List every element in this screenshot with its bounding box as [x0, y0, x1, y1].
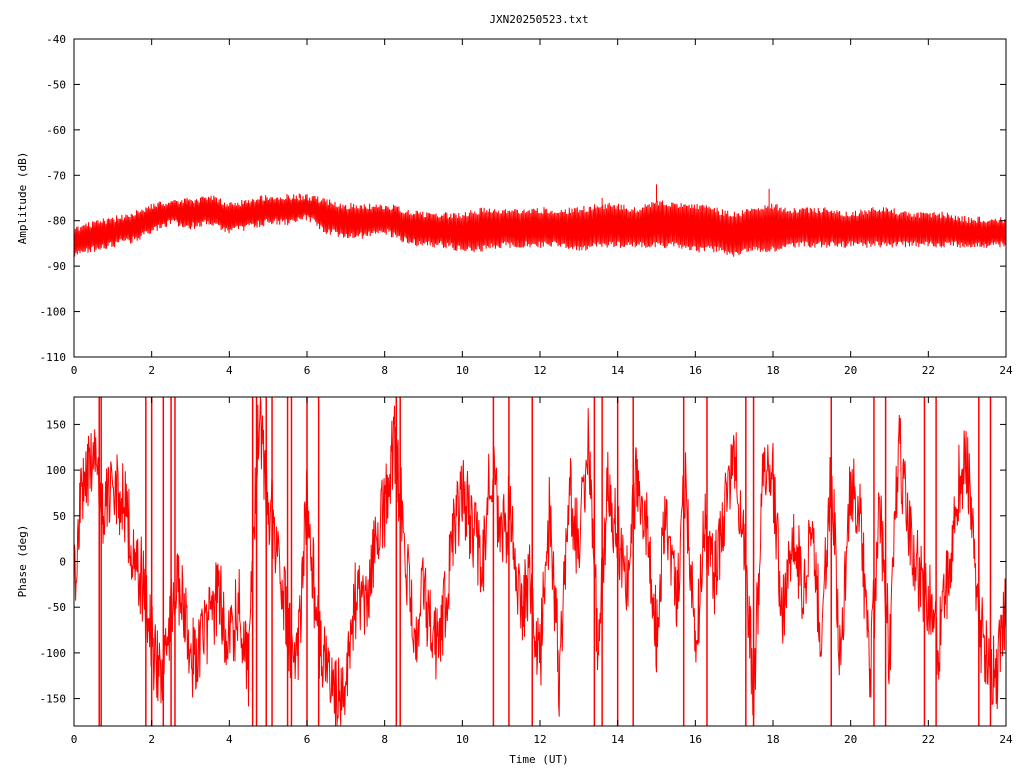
amplitude-x-tick-label: 18 — [766, 364, 779, 377]
amplitude-x-tick-label: 0 — [71, 364, 78, 377]
amplitude-y-tick-label: -60 — [46, 124, 66, 137]
phase-x-tick-label: 12 — [533, 733, 546, 746]
amplitude-x-tick-label: 2 — [148, 364, 155, 377]
amplitude-y-tick-label: -70 — [46, 169, 66, 182]
amplitude-x-tick-label: 24 — [999, 364, 1013, 377]
phase-x-tick-label: 20 — [844, 733, 857, 746]
phase-y-tick-label: 100 — [46, 464, 66, 477]
amplitude-x-tick-label: 6 — [304, 364, 311, 377]
phase-y-ticks: 150 100 50 0 -50 -100 -150 — [40, 418, 1006, 706]
amplitude-y-tick-label: -110 — [40, 351, 67, 364]
amplitude-y-axis-label: Amplitude (dB) — [16, 152, 29, 245]
amplitude-x-tick-label: 14 — [611, 364, 625, 377]
amplitude-y-tick-label: -40 — [46, 33, 66, 46]
phase-y-tick-label: -150 — [40, 693, 67, 706]
phase-x-tick-label: 24 — [999, 733, 1013, 746]
phase-y-tick-label: 0 — [59, 556, 66, 569]
phase-y-axis-label: Phase (deg) — [16, 525, 29, 598]
amplitude-x-tick-label: 4 — [226, 364, 233, 377]
amplitude-y-tick-label: -50 — [46, 78, 66, 91]
phase-y-tick-label: -50 — [46, 601, 66, 614]
amplitude-x-tick-label: 8 — [381, 364, 388, 377]
amplitude-y-tick-label: -80 — [46, 215, 66, 228]
amplitude-x-tick-label: 20 — [844, 364, 857, 377]
phase-plot-frame — [73, 396, 1007, 727]
phase-x-tick-label: 0 — [71, 733, 78, 746]
phase-x-tick-label: 8 — [381, 733, 388, 746]
phase-x-tick-label: 6 — [304, 733, 311, 746]
amplitude-series-line — [73, 193, 1007, 257]
phase-x-tick-label: 4 — [226, 733, 233, 746]
phase-x-tick-label: 2 — [148, 733, 155, 746]
phase-x-tick-label: 18 — [766, 733, 779, 746]
phase-y-tick-label: 150 — [46, 418, 66, 431]
amplitude-x-tick-label: 12 — [533, 364, 546, 377]
phase-series-line — [74, 397, 1006, 726]
phase-x-tick-label: 10 — [456, 733, 469, 746]
phase-y-tick-label: 50 — [53, 510, 66, 523]
phase-x-tick-label: 14 — [611, 733, 625, 746]
chart-title: JXN20250523.txt — [489, 13, 588, 26]
amplitude-series — [73, 184, 1007, 257]
amplitude-y-tick-label: -90 — [46, 260, 66, 273]
phase-x-axis-label: Time (UT) — [509, 753, 569, 766]
amplitude-panel: -40-50-60-70-80-90-100-110 0 2 4 6 8 10 12 14 16… — [16, 33, 1013, 377]
amplitude-y-ticks: -40 -50 -60 -70 -80 -90 -100 -110 — [40, 33, 1006, 364]
amplitude-x-tick-label: 22 — [922, 364, 935, 377]
amplitude-y-tick-label: -100 — [40, 306, 67, 319]
phase-x-tick-label: 22 — [922, 733, 935, 746]
phase-y-tick-label: -100 — [40, 647, 67, 660]
phase-series — [74, 397, 1006, 726]
amplitude-x-tick-label: 16 — [689, 364, 702, 377]
phase-x-tick-label: 16 — [689, 733, 702, 746]
amplitude-x-ticks: 0 2 4 6 8 10 12 14 16 18 20 22 24 — [71, 39, 1013, 377]
phase-x-ticks: 0 2 4 6 8 10 12 14 16 18 20 22 24 — [71, 397, 1013, 746]
amplitude-x-tick-label: 10 — [456, 364, 469, 377]
